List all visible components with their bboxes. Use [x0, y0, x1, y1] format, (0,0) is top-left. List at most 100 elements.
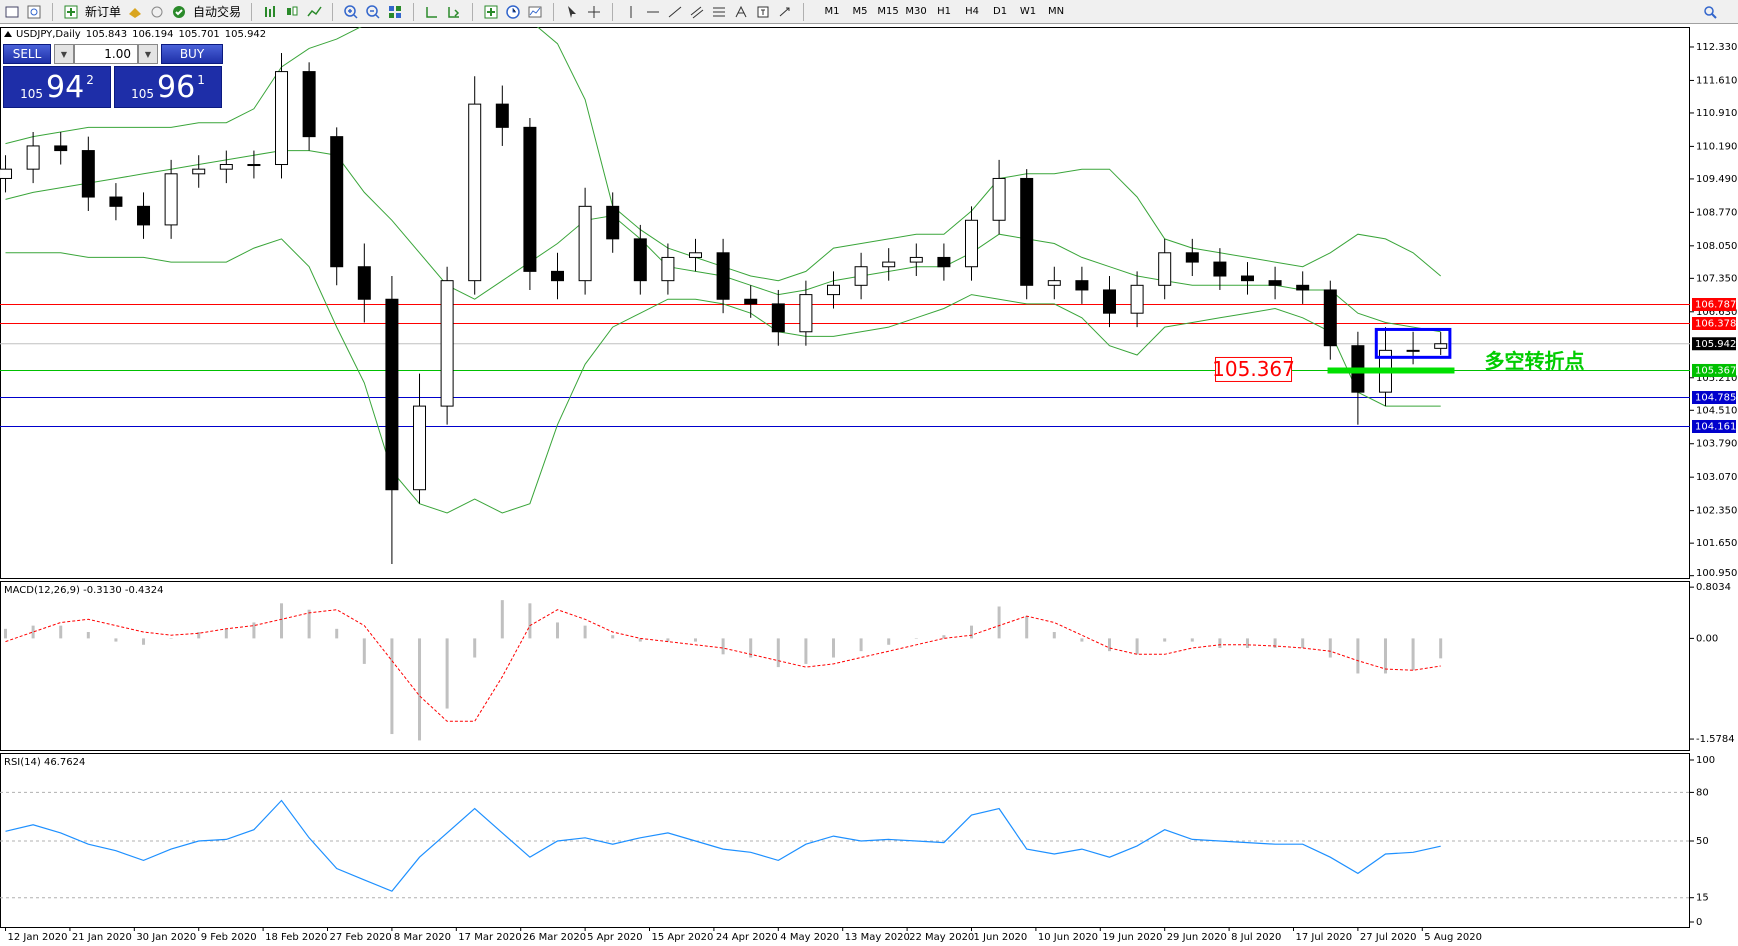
- y-tick-label: 0: [1696, 917, 1702, 928]
- macd-bar: [749, 638, 753, 658]
- icon-candle-chart[interactable]: [284, 4, 300, 20]
- sell-button[interactable]: SELL: [3, 44, 51, 64]
- y-tick-label: 50: [1696, 836, 1709, 847]
- candle-body: [1296, 284, 1310, 291]
- candle-body: [606, 205, 620, 240]
- timeframe[interactable]: M1: [824, 6, 840, 17]
- macd-bar: [59, 625, 63, 639]
- y-tick-label: 108.050: [1696, 241, 1737, 252]
- lot-down[interactable]: ▼: [54, 44, 74, 64]
- x-tick-label: 4 May 2020: [780, 932, 839, 943]
- icon-templates[interactable]: [527, 4, 543, 20]
- y-tick-label: 103.790: [1696, 439, 1737, 450]
- timeframe[interactable]: M5: [852, 6, 868, 17]
- candle-body: [137, 205, 151, 226]
- macd-bar: [280, 603, 284, 639]
- x-tick-label: 10 Jun 2020: [1038, 932, 1098, 943]
- x-tick-label: 29 Jun 2020: [1167, 932, 1227, 943]
- timeframe[interactable]: M15: [877, 6, 899, 17]
- separator: [612, 2, 614, 21]
- icon-trendline[interactable]: [667, 4, 683, 20]
- bid-price[interactable]: 105 94 2: [3, 66, 111, 108]
- icon-shift[interactable]: [446, 4, 462, 20]
- icon-window[interactable]: [4, 4, 20, 20]
- macd-bar: [583, 625, 587, 639]
- macd-bar: [721, 638, 725, 655]
- icon-arrows[interactable]: [777, 4, 793, 20]
- icon-search[interactable]: [1702, 4, 1718, 20]
- candle-body: [109, 196, 123, 207]
- macd-bar: [4, 628, 8, 639]
- candle-body: [440, 280, 454, 407]
- timeframe[interactable]: D1: [993, 6, 1008, 17]
- icon-autoscroll[interactable]: [424, 4, 440, 20]
- macd-bar: [887, 638, 891, 645]
- icon-cursor[interactable]: [564, 4, 580, 20]
- timeframe[interactable]: H1: [937, 6, 951, 17]
- icon-horizontal-line[interactable]: [645, 4, 661, 20]
- icon-vertical-line[interactable]: [623, 4, 639, 20]
- x-tick-label: 18 Feb 2020: [265, 932, 327, 943]
- candle-body: [302, 71, 316, 138]
- timeframe[interactable]: H4: [965, 6, 979, 17]
- candle-body: [1158, 252, 1172, 286]
- x-tick-label: 27 Jul 2020: [1360, 932, 1417, 943]
- bid-point: 2: [86, 73, 94, 87]
- macd-bar: [859, 638, 863, 652]
- macd-bar: [1163, 638, 1167, 642]
- buy-button[interactable]: BUY: [161, 44, 223, 64]
- macd-bar: [197, 632, 201, 639]
- macd-bar: [31, 625, 35, 639]
- separator: [251, 2, 253, 21]
- candle-body: [771, 303, 785, 333]
- ask-price[interactable]: 105 96 1: [114, 66, 222, 108]
- y-tick-label: -1.5784: [1696, 734, 1735, 745]
- icon-new-order[interactable]: [63, 4, 79, 20]
- icon-text[interactable]: [733, 4, 749, 20]
- icon-indicators[interactable]: [483, 4, 499, 20]
- lot-up[interactable]: ▼: [138, 44, 158, 64]
- icon-zoom-out[interactable]: [365, 4, 381, 20]
- lot-input[interactable]: 1.00: [74, 44, 138, 64]
- bid-big: 105: [20, 87, 44, 101]
- icon-label[interactable]: [755, 4, 771, 20]
- icon-zoom[interactable]: [26, 4, 42, 20]
- separator: [803, 2, 805, 21]
- timeframe[interactable]: M30: [905, 6, 927, 17]
- macd-bar: [1411, 638, 1415, 671]
- icon-crosshair[interactable]: [586, 4, 602, 20]
- candle-body: [1434, 343, 1448, 349]
- x-tick-label: 27 Feb 2020: [330, 932, 392, 943]
- timeframe[interactable]: W1: [1019, 6, 1037, 17]
- icon-zoom-in[interactable]: [343, 4, 359, 20]
- timeframe[interactable]: MN: [1047, 6, 1065, 17]
- x-tick-label: 1 Jun 2020: [973, 932, 1027, 943]
- icon-periods[interactable]: [505, 4, 521, 20]
- x-tick-label: 19 Jun 2020: [1102, 932, 1162, 943]
- macd-bar: [169, 638, 173, 639]
- icon-gold[interactable]: [127, 4, 143, 20]
- candle-body: [413, 405, 427, 491]
- candle-body: [633, 238, 647, 282]
- macd-bar: [1301, 638, 1305, 648]
- new-order[interactable]: 新订单: [85, 5, 122, 19]
- macd-bar: [528, 603, 532, 639]
- icon-bar-chart[interactable]: [262, 4, 278, 20]
- auto-trading[interactable]: 自动交易: [193, 5, 242, 19]
- level-label: 104.161: [1695, 421, 1736, 432]
- candle-body: [551, 270, 565, 282]
- candle-body: [495, 103, 509, 128]
- macd-bar: [666, 638, 670, 642]
- icon-tile[interactable]: [387, 4, 403, 20]
- macd-bar: [914, 638, 918, 639]
- candle-body: [275, 71, 289, 166]
- icon-signal[interactable]: [149, 4, 165, 20]
- icon-line-chart[interactable]: [306, 4, 322, 20]
- icon-channel[interactable]: [689, 4, 705, 20]
- x-tick-label: 17 Jul 2020: [1295, 932, 1352, 943]
- y-tick-label: 101.650: [1696, 538, 1737, 549]
- icon-fibo[interactable]: [711, 4, 727, 20]
- icon-auto-trading[interactable]: [171, 4, 187, 20]
- macd-bar: [1080, 638, 1084, 642]
